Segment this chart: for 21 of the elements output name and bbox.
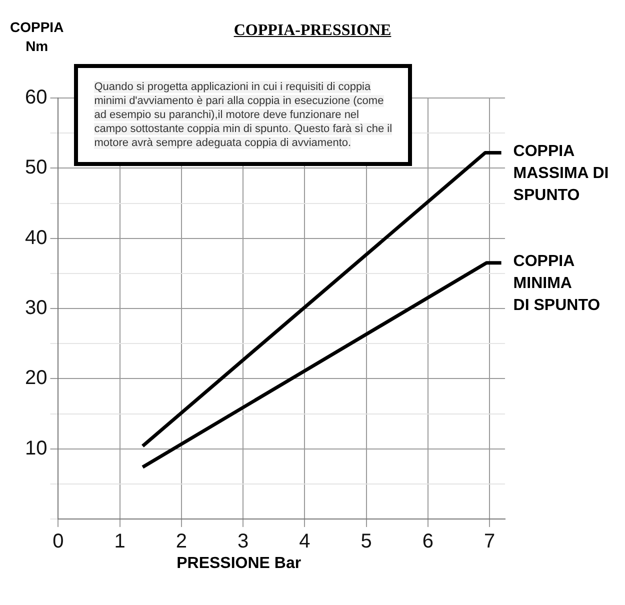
- y-tick-label: 50: [24, 156, 48, 179]
- y-tick-label: 60: [24, 86, 48, 109]
- x-tick-label: 5: [360, 530, 372, 553]
- x-tick-label: 2: [176, 530, 188, 553]
- y-tick-label: 20: [24, 367, 48, 390]
- text-box: Quando si progetta applicazioni in cui i requisiti di coppia minimi d'avviamento è pari alla coppia in esecuzione (come ad esempio su paranchi),il motore deve funzionare nel campo sottostante coppia min di spunto. Questo farà sì che il motore avrà sempre adeguata coppia di avviamento.: [74, 64, 412, 166]
- x-tick-label: 7: [484, 530, 496, 553]
- y-axis-title: COPPIA Nm: [10, 18, 64, 56]
- x-tick-label: 3: [238, 530, 249, 553]
- x-axis-title: PRESSIONE Bar: [176, 555, 302, 573]
- y-tick-label: 30: [24, 297, 48, 320]
- annotation: Quando si progetta applicazioni in cui i requisiti di coppia minimi d'avviamento è pari alla coppia in esecuzione (come ad esempio su paranchi),il motore deve funzionare nel campo sottostante coppia min di spunto. Questo farà sì che il motore avrà sempre adeguata coppia di avviamento.: [94, 81, 392, 149]
- x-tick-label: 4: [299, 530, 310, 553]
- y-tick-label: 40: [24, 226, 48, 249]
- x-tick-label: 6: [422, 530, 434, 553]
- y-tick-label: 10: [24, 437, 48, 460]
- series-label: COPPIA MINIMA DI SPUNTO: [513, 252, 600, 316]
- chart-title: COPPIA-PRESSIONE: [234, 22, 392, 39]
- x-tick-label: 0: [52, 530, 64, 553]
- series-label: COPPIA MASSIMA DI SPUNTO: [513, 142, 609, 206]
- x-tick-label: 1: [114, 530, 126, 553]
